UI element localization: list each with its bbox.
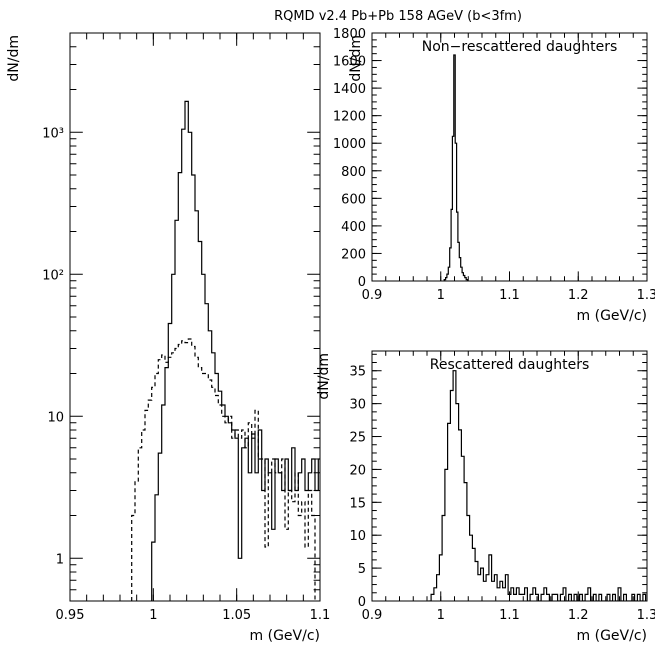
top-right-y-tick-label: 1800: [333, 27, 366, 42]
left-x-tick-label: 1.05: [222, 608, 251, 623]
top-right-y-tick-label: 800: [341, 165, 366, 180]
left-x-tick-label: 1.1: [310, 608, 331, 623]
bottom-right-x-tick-label: 1.3: [637, 608, 655, 623]
figure-title: RQMD v2.4 Pb+Pb 158 AGeV (b<3fm): [274, 9, 522, 24]
top-right-y-tick-label: 1400: [333, 82, 366, 97]
top-right-x-tick-label: 0.9: [362, 288, 383, 303]
bottom-right-y-tick-label: 5: [358, 562, 366, 577]
left-series-solid-line: [151, 100, 320, 601]
top-right-panel: 0.9 1 1.1 1.2 1.3 0 200 400 600 800 1000 1200 1400 16…: [333, 27, 655, 324]
top-right-y-axis-label: dN/dm: [348, 35, 364, 82]
top-right-x-tick-label: 1: [437, 288, 445, 303]
top-right-y-tick-label: 1000: [333, 137, 366, 152]
bottom-right-y-tick-label: 30: [349, 398, 366, 413]
bottom-right-frame: [371, 350, 648, 602]
top-right-y-tick-label: 200: [341, 247, 366, 262]
bottom-right-y-tick-label: 20: [349, 463, 366, 478]
bottom-right-x-tick-label: 1: [437, 608, 445, 623]
top-right-x-tick-label: 1.3: [637, 288, 655, 303]
left-y-tick-label: 10²: [42, 268, 64, 283]
top-right-y-tick-label: 400: [341, 220, 366, 235]
bottom-right-x-tick-label: 1.1: [499, 608, 520, 623]
top-right-y-tick-label: 600: [341, 192, 366, 207]
left-y-tick-label: 10³: [42, 126, 64, 141]
left-panel: 0.95 1 1.05 1.1 1 10 10² 10³ m (GeV/c) dN/dm: [6, 32, 331, 644]
bottom-right-y-axis-label: dN/dm: [316, 353, 332, 400]
left-series-dashed-line: [131, 338, 316, 601]
left-y-tick-label: 10: [47, 410, 64, 425]
bottom-right-x-tick-label: 1.2: [568, 608, 589, 623]
left-x-axis-label: m (GeV/c): [250, 628, 320, 644]
top-right-y-tick-label: 1200: [333, 110, 366, 125]
left-x-tick-label: 0.95: [56, 608, 85, 623]
top-right-y-tick-label: 1600: [333, 55, 366, 70]
bottom-right-y-tick-label: 35: [349, 365, 366, 380]
bottom-right-y-tick-label: 25: [349, 431, 366, 446]
bottom-right-series-solid-line: [428, 370, 647, 601]
bottom-right-y-tick-label: 0: [358, 595, 366, 610]
top-right-x-tick-label: 1.1: [499, 288, 520, 303]
left-frame: [69, 32, 321, 602]
top-right-panel-title: Non−rescattered daughters: [422, 39, 618, 55]
left-y-tick-label: 1: [56, 552, 64, 567]
top-right-frame: [371, 32, 648, 282]
top-right-series-solid-line: [443, 54, 469, 281]
bottom-right-x-tick-label: 0.9: [362, 608, 383, 623]
top-right-x-axis-label: m (GeV/c): [577, 308, 647, 324]
bottom-right-y-tick-label: 10: [349, 529, 366, 544]
bottom-right-x-axis-label: m (GeV/c): [577, 628, 647, 644]
bottom-right-y-tick-label: 15: [349, 496, 366, 511]
bottom-right-panel-title: Rescattered daughters: [430, 357, 590, 373]
top-right-y-tick-label: 0: [358, 275, 366, 290]
top-right-x-tick-label: 1.2: [568, 288, 589, 303]
bottom-right-panel: 0.9 1 1.1 1.2 1.3 0 5 10 15 20 25 30 35 m (GeV/c) dN/d…: [316, 350, 655, 644]
left-y-axis-label: dN/dm: [6, 35, 22, 82]
left-x-tick-label: 1: [149, 608, 157, 623]
